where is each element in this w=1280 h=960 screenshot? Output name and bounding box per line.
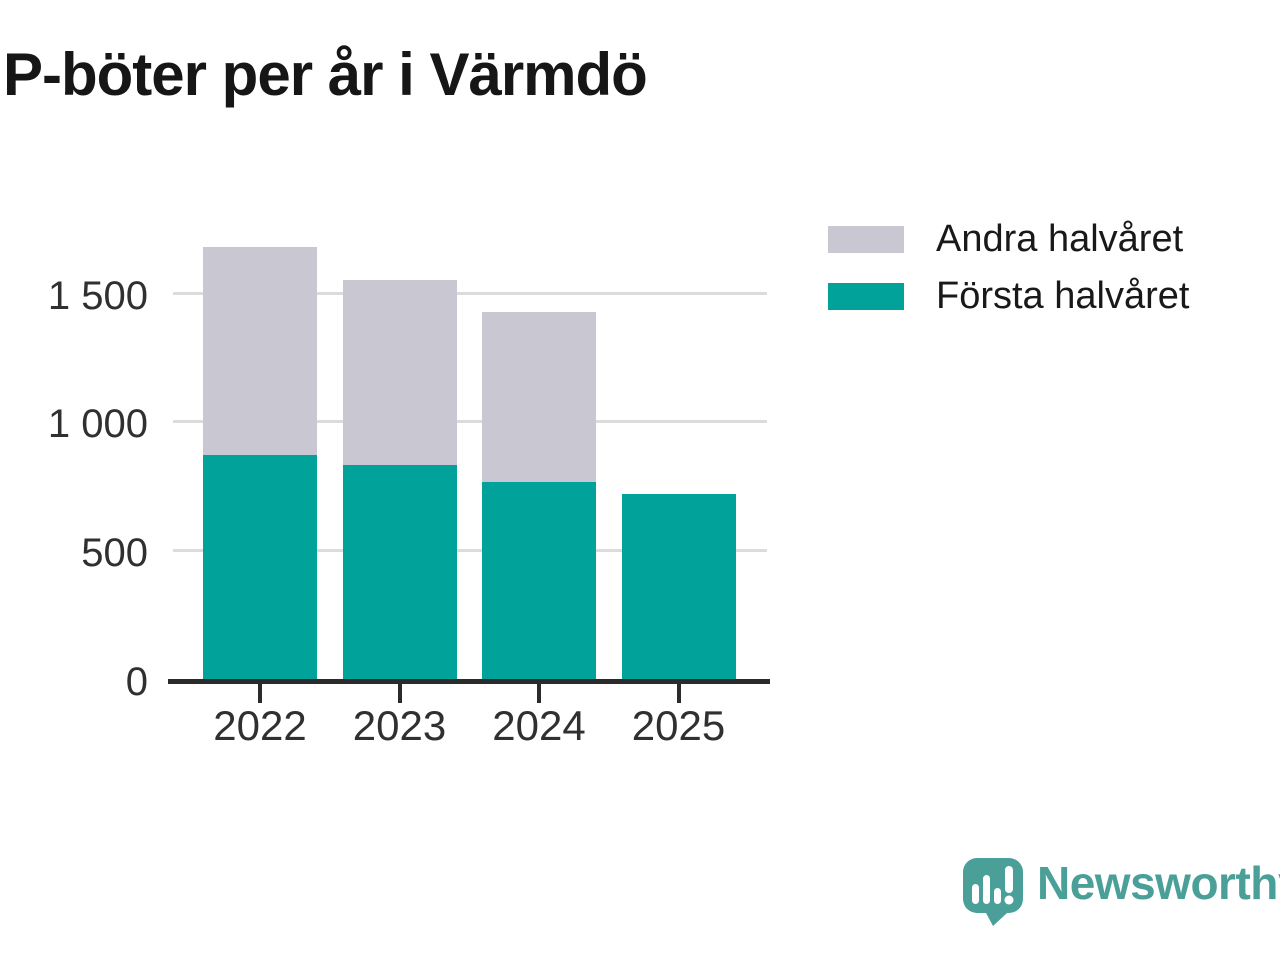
x-tick-label-2024: 2024 <box>492 702 586 749</box>
x-tick-2025 <box>676 684 681 703</box>
bar-segment-2025-f-rsta-halv-ret <box>621 493 736 679</box>
x-axis-line <box>168 679 770 684</box>
legend-label: Första halvåret <box>936 274 1190 317</box>
x-tick-2022 <box>258 684 262 703</box>
chart-title: P-böter per år i Värmdö <box>3 41 648 108</box>
gridline-500 <box>173 548 767 552</box>
bar-segment-2023-f-rsta-halv-ret <box>342 465 457 679</box>
plot-area <box>173 230 767 679</box>
bar-segment-2022-f-rsta-halv-ret <box>203 455 317 679</box>
y-tick-label-500: 500 <box>81 530 148 575</box>
bar-2024 <box>482 312 596 679</box>
newsworthy-logo: Newsworthy <box>963 858 1280 926</box>
bar-segment-2024-f-rsta-halv-ret <box>482 482 596 679</box>
bar-2022 <box>203 246 317 679</box>
legend-label: Andra halvåret <box>936 217 1184 260</box>
bar-segment-2023-andra-halv-ret <box>342 280 457 466</box>
bar-segment-2022-andra-halv-ret <box>203 246 317 456</box>
x-tick-label-2023: 2023 <box>352 702 447 749</box>
x-tick-label-2022: 2022 <box>213 702 307 749</box>
gridline-1500 <box>173 291 767 295</box>
chart-legend: Andra halvåret Första halvåret <box>828 218 1189 336</box>
gridline-1000 <box>173 420 767 424</box>
legend-swatch-andra-halvaret <box>828 225 904 253</box>
bar-2025 <box>621 493 736 679</box>
bar-segment-2024-andra-halv-ret <box>482 312 596 483</box>
legend-item-forsta-halvaret: Första halvåret <box>828 275 1189 317</box>
y-tick-label-0: 0 <box>125 659 148 704</box>
x-tick-2024 <box>537 684 541 703</box>
legend-item-andra-halvaret: Andra halvåret <box>828 218 1189 260</box>
legend-swatch-forsta-halvaret <box>828 282 904 310</box>
newsworthy-wordmark: Newsworthy <box>1037 857 1280 909</box>
y-tick-label-1500: 1 500 <box>47 273 148 318</box>
bar-2023 <box>342 280 457 679</box>
y-tick-label-1000: 1 000 <box>47 402 148 447</box>
newsworthy-speech-bubble-chart-icon <box>963 858 1023 926</box>
x-tick-label-2025: 2025 <box>631 702 726 749</box>
x-tick-2023 <box>397 684 402 703</box>
